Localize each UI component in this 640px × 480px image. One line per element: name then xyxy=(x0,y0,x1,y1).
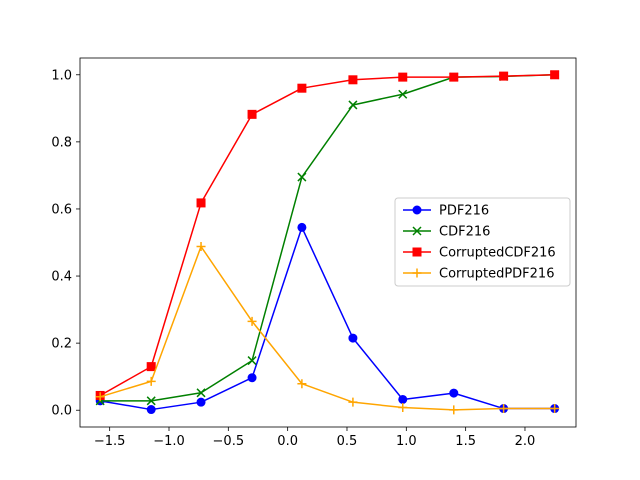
legend-label: CorruptedPDF216 xyxy=(439,267,554,282)
data-point xyxy=(196,388,206,398)
y-tick-label: 0.6 xyxy=(51,202,72,217)
legend-label: CDF216 xyxy=(439,225,490,240)
axes-layer: −1.5 −1.0 −0.5 0.0 0.5 1.0 1.5 2.0 0.0 0.2 0.4 0.6 0… xyxy=(51,57,577,449)
data-point xyxy=(297,172,307,182)
data-point xyxy=(297,83,307,93)
data-point xyxy=(196,198,206,208)
data-point xyxy=(348,75,358,85)
data-point xyxy=(398,89,408,99)
legend-entry: CorruptedPDF216 xyxy=(403,267,554,282)
data-point xyxy=(348,333,358,343)
x-tick-label: 1.5 xyxy=(455,434,476,449)
y-tick-label: 0.2 xyxy=(51,337,72,352)
data-point xyxy=(247,373,257,383)
legend-marker xyxy=(412,268,422,278)
x-tick-label: 1.0 xyxy=(396,434,417,449)
series-line-PDF216 xyxy=(100,226,555,411)
data-point xyxy=(247,316,257,326)
data-point xyxy=(348,100,358,110)
data-point xyxy=(146,396,156,406)
data-point xyxy=(550,70,560,80)
data-point xyxy=(398,394,408,404)
data-point xyxy=(146,362,156,372)
data-point xyxy=(449,72,459,82)
y-tick-label: 1.0 xyxy=(51,68,72,83)
series-line-CorruptedPDF216 xyxy=(99,245,555,411)
data-point xyxy=(449,388,459,398)
data-point xyxy=(398,72,408,82)
y-tick-label: 0.8 xyxy=(51,135,72,150)
x-tick-label: −1.5 xyxy=(94,434,126,449)
legend: PDF216 CDF216 CorruptedCDF216 CorruptedPDF2… xyxy=(394,197,571,287)
y-tick-label: 0.0 xyxy=(51,404,72,419)
axes-frame xyxy=(79,57,577,428)
data-point xyxy=(348,397,358,407)
x-tick-label: −0.5 xyxy=(213,434,245,449)
data-point xyxy=(297,222,307,232)
data-point xyxy=(196,397,206,407)
data-point xyxy=(449,405,459,415)
legend-entry: CorruptedCDF216 xyxy=(403,246,556,261)
data-point xyxy=(146,405,156,415)
data-point xyxy=(196,242,206,252)
series-CorruptedPDF216 xyxy=(95,242,560,415)
legend-label: PDF216 xyxy=(439,204,489,219)
x-tick-label: 0.0 xyxy=(277,434,298,449)
data-point xyxy=(398,403,408,413)
series-layer xyxy=(95,70,560,415)
legend-box xyxy=(394,197,571,287)
legend-label: CorruptedCDF216 xyxy=(439,246,556,261)
data-point xyxy=(247,356,257,366)
legend-marker xyxy=(412,226,422,236)
data-point xyxy=(499,404,509,414)
y-tick-label: 0.4 xyxy=(51,270,72,285)
legend-marker xyxy=(412,247,422,257)
x-tick-label: 0.5 xyxy=(337,434,358,449)
x-tick-label: −1.0 xyxy=(153,434,185,449)
legend-marker xyxy=(412,205,422,215)
x-tick-label: 2.0 xyxy=(515,434,536,449)
data-point xyxy=(297,379,307,389)
data-point xyxy=(550,404,560,414)
legend-entry: CDF216 xyxy=(403,225,490,240)
data-point xyxy=(146,376,156,386)
data-point xyxy=(95,392,105,402)
data-point xyxy=(247,109,257,119)
legend-entry: PDF216 xyxy=(403,204,489,219)
data-point xyxy=(499,71,509,81)
series-line-CorruptedCDF216 xyxy=(99,74,555,397)
